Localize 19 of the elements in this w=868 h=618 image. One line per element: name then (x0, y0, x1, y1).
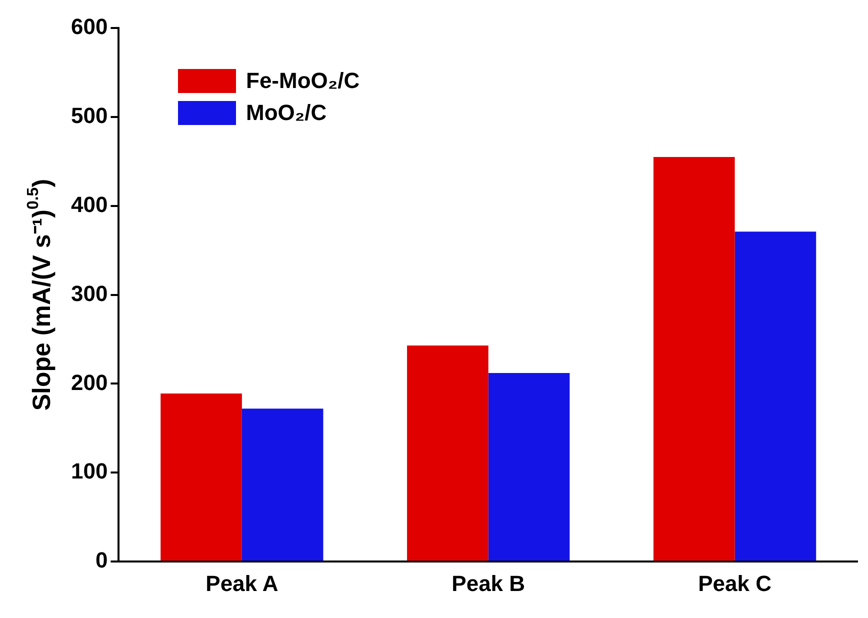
y-tick-label: 100 (70, 458, 108, 484)
y-tick-label: 300 (70, 280, 108, 306)
bar (653, 156, 735, 561)
y-tick-label: 200 (70, 370, 108, 395)
y-tick-label: 600 (70, 14, 108, 40)
bar (488, 373, 570, 561)
y-tick-label: 400 (70, 192, 108, 217)
bar (242, 408, 324, 561)
y-tick-label: 0 (95, 548, 108, 573)
x-tick-label: Peak A (206, 570, 278, 596)
legend-label: Fe-MoO₂/C (246, 68, 360, 94)
y-axis-title: Slope (mA/(V s⁻¹)0.5) (25, 178, 56, 411)
bar (734, 232, 816, 561)
bar (160, 394, 242, 561)
bar (407, 345, 488, 561)
x-tick-label: Peak C (698, 570, 772, 596)
legend-label: MoO₂/C (246, 100, 327, 126)
y-tick-label: 500 (70, 102, 108, 128)
x-tick-label: Peak B (452, 570, 526, 596)
